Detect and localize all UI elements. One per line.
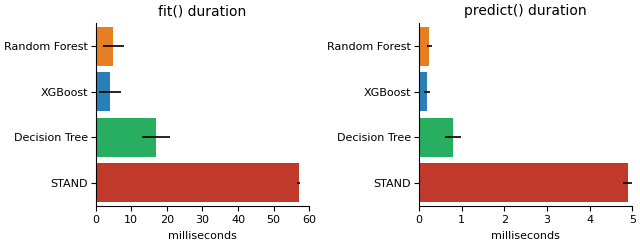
- Title: fit() duration: fit() duration: [158, 4, 246, 18]
- Title: predict() duration: predict() duration: [464, 4, 587, 18]
- Bar: [419, 163, 628, 202]
- X-axis label: milliseconds: milliseconds: [168, 231, 237, 241]
- Bar: [96, 73, 110, 111]
- Bar: [419, 118, 453, 157]
- Bar: [419, 73, 428, 111]
- Bar: [419, 27, 429, 66]
- X-axis label: milliseconds: milliseconds: [491, 231, 560, 241]
- Bar: [96, 118, 156, 157]
- Bar: [96, 27, 113, 66]
- Bar: [96, 163, 298, 202]
